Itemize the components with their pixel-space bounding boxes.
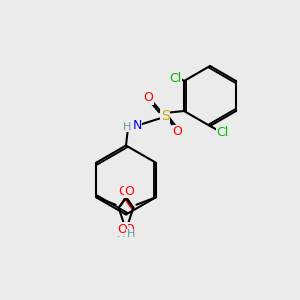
Text: O: O xyxy=(144,91,153,104)
Text: O: O xyxy=(124,185,134,198)
Text: N: N xyxy=(132,119,142,132)
Text: H: H xyxy=(117,229,125,239)
Text: H: H xyxy=(123,122,132,132)
Text: O: O xyxy=(124,223,134,236)
Text: O: O xyxy=(118,223,128,236)
Text: Cl: Cl xyxy=(217,126,229,139)
Text: S: S xyxy=(160,109,169,122)
Text: Cl: Cl xyxy=(169,71,181,85)
Text: O: O xyxy=(173,125,182,139)
Text: O: O xyxy=(118,185,128,198)
Text: H: H xyxy=(127,229,135,239)
